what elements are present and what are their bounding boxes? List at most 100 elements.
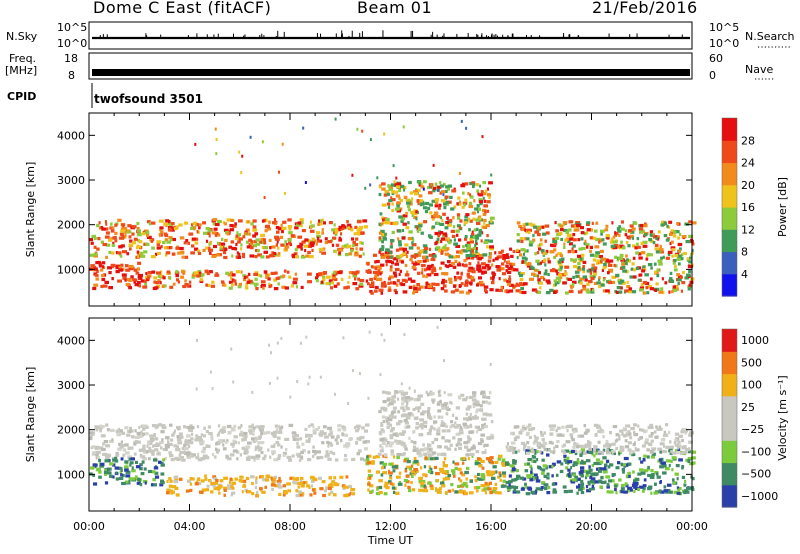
range-cell (626, 285, 631, 289)
range-cell (528, 230, 531, 234)
range-cell (342, 428, 346, 432)
range-cell (445, 185, 449, 189)
range-cell (590, 477, 596, 481)
range-cell (618, 233, 621, 237)
range-cell (299, 341, 302, 345)
range-cell (480, 190, 484, 194)
range-cell (449, 218, 453, 223)
range-cell (559, 469, 564, 474)
range-cell (110, 229, 115, 233)
range-cell (622, 257, 625, 262)
range-cell (374, 285, 379, 290)
range-cell (629, 234, 634, 238)
range-cell (503, 278, 508, 282)
range-cell (577, 290, 583, 294)
range-cell (147, 271, 153, 275)
range-cell (528, 243, 533, 247)
range-cell (549, 269, 555, 273)
range-cell (261, 219, 265, 223)
range-cell (563, 443, 566, 447)
range-cell (96, 223, 100, 228)
range-cell (236, 457, 239, 461)
range-cell (230, 493, 233, 497)
range-cell (584, 278, 588, 282)
range-cell (98, 462, 101, 466)
freq-bottom-tick: 8 (68, 69, 75, 82)
range-cell (263, 196, 266, 199)
range-cell (118, 268, 124, 272)
range-cell (101, 261, 106, 265)
range-cell (104, 280, 109, 284)
range-cell (411, 488, 416, 492)
range-cell (555, 429, 558, 433)
range-cell (630, 230, 635, 234)
range-cell (579, 434, 585, 438)
range-cell (381, 282, 386, 286)
range-cell (242, 484, 247, 488)
range-cell (598, 276, 601, 280)
range-cell (378, 410, 382, 414)
range-cell (316, 234, 321, 238)
range-cell (307, 450, 311, 454)
range-cell (209, 251, 212, 255)
range-cell (560, 266, 563, 270)
range-cell (215, 442, 218, 446)
range-cell (463, 264, 468, 268)
range-cell (430, 185, 433, 189)
range-cell (429, 457, 434, 461)
range-cell (208, 248, 213, 252)
range-cell (627, 236, 631, 240)
range-cell (619, 489, 622, 494)
range-cell (437, 206, 441, 210)
range-cell (217, 424, 221, 428)
range-cell (400, 414, 405, 418)
range-cell (316, 450, 321, 454)
range-cell (202, 454, 208, 458)
range-cell (601, 268, 604, 273)
range-cell (129, 247, 132, 251)
range-cell (600, 475, 604, 480)
range-cell (168, 484, 173, 488)
range-cell (525, 449, 530, 453)
range-cell (508, 483, 511, 487)
range-cell (570, 224, 576, 228)
range-cell (158, 423, 162, 427)
range-cell (399, 198, 403, 203)
range-cell (216, 433, 220, 437)
range-cell (624, 482, 628, 486)
range-cell (478, 207, 481, 211)
range-cell (341, 432, 344, 436)
range-cell (531, 449, 534, 453)
range-cell (408, 436, 411, 440)
range-cell (434, 231, 439, 236)
range-cell (390, 255, 393, 259)
range-cell (620, 227, 625, 231)
range-cell (611, 451, 614, 455)
range-cell (463, 223, 466, 227)
range-cell (416, 246, 420, 250)
range-cell (570, 480, 576, 484)
range-cell (684, 447, 690, 452)
range-cell (270, 483, 276, 487)
x-tick-label: 04:00 (174, 520, 206, 533)
range-cell (629, 436, 633, 440)
range-cell (660, 438, 666, 442)
range-cell (691, 456, 696, 460)
range-cell (654, 288, 657, 292)
range-cell (378, 238, 383, 242)
range-cell (474, 459, 480, 464)
range-cell (160, 270, 163, 274)
range-cell (444, 195, 449, 199)
range-cell (471, 454, 474, 458)
range-cell (572, 463, 576, 467)
range-cell (472, 184, 475, 189)
range-cell (200, 457, 206, 461)
range-cell (169, 489, 174, 493)
range-cell (647, 263, 653, 267)
range-cell (336, 434, 340, 438)
range-cell (513, 450, 518, 454)
range-cell (625, 254, 628, 258)
range-cell (575, 462, 578, 467)
range-cell (545, 279, 551, 283)
range-cell (549, 427, 555, 431)
